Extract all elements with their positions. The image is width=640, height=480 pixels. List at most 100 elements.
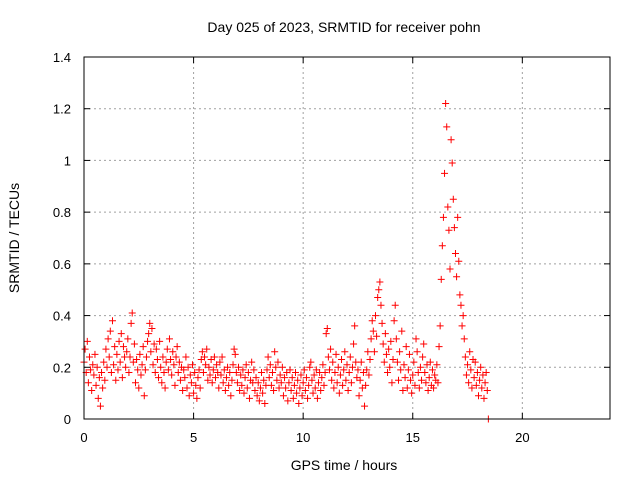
data-point bbox=[470, 374, 478, 382]
data-point bbox=[167, 356, 175, 364]
data-point bbox=[149, 361, 157, 369]
data-point bbox=[306, 363, 314, 371]
data-point bbox=[236, 387, 244, 395]
data-point bbox=[98, 368, 106, 376]
data-point bbox=[115, 337, 123, 345]
data-point bbox=[387, 337, 395, 345]
data-point bbox=[399, 387, 407, 395]
data-point bbox=[466, 348, 474, 356]
data-point bbox=[439, 213, 447, 221]
data-point bbox=[341, 348, 349, 356]
data-point bbox=[173, 343, 181, 351]
data-point bbox=[386, 363, 394, 371]
data-point bbox=[444, 203, 452, 211]
data-point bbox=[344, 387, 352, 395]
data-point bbox=[338, 356, 346, 364]
data-point bbox=[287, 387, 295, 395]
data-point bbox=[222, 374, 230, 382]
data-point bbox=[209, 366, 217, 374]
data-point bbox=[277, 379, 285, 387]
data-point bbox=[172, 353, 180, 361]
data-point bbox=[315, 379, 323, 387]
data-point bbox=[256, 384, 264, 392]
data-point bbox=[188, 361, 196, 369]
data-point bbox=[175, 358, 183, 366]
data-point bbox=[168, 371, 176, 379]
data-point bbox=[176, 376, 184, 384]
data-point bbox=[125, 368, 133, 376]
data-point bbox=[244, 368, 252, 376]
data-point bbox=[276, 371, 284, 379]
data-point bbox=[472, 381, 480, 389]
data-point bbox=[159, 353, 167, 361]
data-point bbox=[407, 376, 415, 384]
data-point bbox=[346, 353, 354, 361]
data-point bbox=[111, 343, 119, 351]
data-point bbox=[252, 374, 260, 382]
data-point bbox=[104, 335, 112, 343]
data-point bbox=[91, 350, 99, 358]
data-point bbox=[342, 376, 350, 384]
data-point bbox=[332, 350, 340, 358]
data-point bbox=[101, 376, 109, 384]
data-point bbox=[435, 343, 443, 351]
data-point bbox=[145, 330, 153, 338]
data-point bbox=[278, 363, 286, 371]
data-point bbox=[425, 374, 433, 382]
data-point bbox=[471, 358, 479, 366]
data-point bbox=[418, 376, 426, 384]
data-point bbox=[410, 358, 418, 366]
data-point bbox=[254, 379, 262, 387]
data-point bbox=[118, 374, 126, 382]
data-points bbox=[80, 100, 492, 423]
data-point bbox=[215, 384, 223, 392]
data-point bbox=[460, 335, 468, 343]
data-point bbox=[350, 340, 358, 348]
data-point bbox=[264, 353, 272, 361]
data-point bbox=[462, 371, 470, 379]
data-point bbox=[421, 368, 429, 376]
data-point bbox=[230, 345, 238, 353]
data-point bbox=[233, 379, 241, 387]
data-point bbox=[475, 392, 482, 400]
data-point bbox=[119, 343, 127, 351]
data-point bbox=[258, 368, 266, 376]
data-point bbox=[318, 374, 326, 382]
data-point bbox=[436, 322, 444, 330]
data-point bbox=[124, 335, 132, 343]
data-point bbox=[301, 387, 309, 395]
data-point bbox=[155, 374, 163, 382]
data-point bbox=[380, 358, 388, 366]
data-point bbox=[112, 376, 120, 384]
data-point bbox=[242, 361, 250, 369]
data-point bbox=[431, 371, 439, 379]
plot-frame bbox=[83, 56, 611, 420]
data-point bbox=[133, 356, 141, 364]
data-point bbox=[379, 340, 387, 348]
data-point bbox=[416, 363, 424, 371]
data-point bbox=[150, 340, 158, 348]
data-point bbox=[240, 389, 248, 397]
data-point bbox=[294, 376, 302, 384]
data-point bbox=[467, 366, 475, 374]
data-point bbox=[156, 337, 164, 345]
data-point bbox=[201, 353, 209, 361]
data-point bbox=[307, 358, 315, 366]
data-point bbox=[415, 384, 423, 392]
data-point bbox=[146, 319, 154, 327]
data-point bbox=[366, 356, 374, 364]
data-point bbox=[195, 366, 203, 374]
data-point bbox=[224, 363, 232, 371]
data-point bbox=[180, 366, 188, 374]
data-point bbox=[304, 394, 312, 402]
data-point bbox=[468, 384, 476, 392]
data-point bbox=[147, 348, 155, 356]
data-point bbox=[275, 384, 283, 392]
data-point bbox=[362, 381, 370, 389]
data-point bbox=[208, 379, 216, 387]
data-point bbox=[231, 350, 239, 358]
data-point bbox=[308, 376, 316, 384]
data-point bbox=[95, 374, 103, 382]
data-point bbox=[389, 356, 397, 364]
data-point bbox=[405, 350, 413, 358]
